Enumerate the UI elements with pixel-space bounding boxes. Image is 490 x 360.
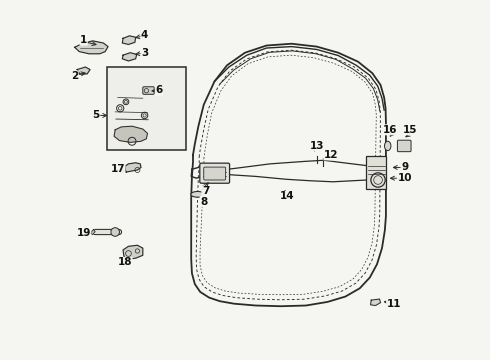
Polygon shape xyxy=(74,41,108,54)
Polygon shape xyxy=(114,126,147,142)
Text: 7: 7 xyxy=(202,186,209,197)
FancyBboxPatch shape xyxy=(366,156,386,189)
Text: 3: 3 xyxy=(141,48,148,58)
Circle shape xyxy=(111,228,120,236)
FancyBboxPatch shape xyxy=(143,87,154,94)
Text: 14: 14 xyxy=(280,191,294,201)
FancyBboxPatch shape xyxy=(397,140,411,152)
Text: 2: 2 xyxy=(71,71,78,81)
Text: 16: 16 xyxy=(383,125,397,135)
FancyBboxPatch shape xyxy=(200,163,230,183)
Text: 12: 12 xyxy=(324,150,338,160)
Ellipse shape xyxy=(191,192,204,197)
Text: 13: 13 xyxy=(310,141,324,151)
Polygon shape xyxy=(90,229,95,234)
Polygon shape xyxy=(125,163,141,172)
Text: 15: 15 xyxy=(403,125,417,135)
Text: 19: 19 xyxy=(76,228,91,238)
Text: 17: 17 xyxy=(110,164,125,174)
Polygon shape xyxy=(77,67,90,74)
FancyBboxPatch shape xyxy=(107,67,186,149)
FancyBboxPatch shape xyxy=(204,167,225,180)
Polygon shape xyxy=(122,53,137,61)
Text: 8: 8 xyxy=(200,197,207,207)
Text: 11: 11 xyxy=(387,299,401,309)
Text: 6: 6 xyxy=(155,85,163,95)
Text: 4: 4 xyxy=(141,30,148,40)
Ellipse shape xyxy=(385,141,391,150)
Text: 18: 18 xyxy=(118,257,132,267)
Polygon shape xyxy=(370,299,381,306)
Polygon shape xyxy=(123,245,143,260)
Text: 5: 5 xyxy=(93,111,100,121)
Polygon shape xyxy=(122,36,136,44)
Text: 10: 10 xyxy=(397,173,412,183)
Text: 9: 9 xyxy=(401,162,408,172)
Text: 1: 1 xyxy=(80,35,87,45)
